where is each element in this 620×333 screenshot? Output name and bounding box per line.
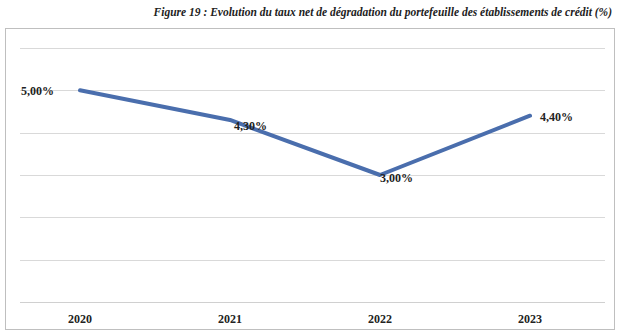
x-tick-label: 2021 <box>218 312 242 326</box>
series-group <box>80 90 530 175</box>
grid-line <box>20 302 605 303</box>
chart-frame <box>6 29 615 330</box>
x-tick-label: 2023 <box>518 312 542 326</box>
chart-container: Figure 19 : Evolution du taux net de dég… <box>0 0 620 333</box>
grid <box>20 49 605 303</box>
grid-line <box>20 175 605 176</box>
grid-line <box>20 90 605 91</box>
data-label: 4,30% <box>234 119 267 133</box>
chart-title: Figure 19 : Evolution du taux net de dég… <box>153 6 613 19</box>
data-line <box>80 90 530 175</box>
grid-line <box>20 48 605 49</box>
grid-line <box>20 133 605 134</box>
data-label: 4,40% <box>540 110 573 124</box>
data-label: 5,00% <box>21 84 54 98</box>
data-label: 3,00% <box>380 171 413 185</box>
x-tick-label: 2022 <box>368 312 392 326</box>
x-tick-label: 2020 <box>68 312 92 326</box>
grid-line <box>20 260 605 261</box>
chart-svg: Figure 19 : Evolution du taux net de dég… <box>0 0 620 333</box>
grid-line <box>20 217 605 218</box>
